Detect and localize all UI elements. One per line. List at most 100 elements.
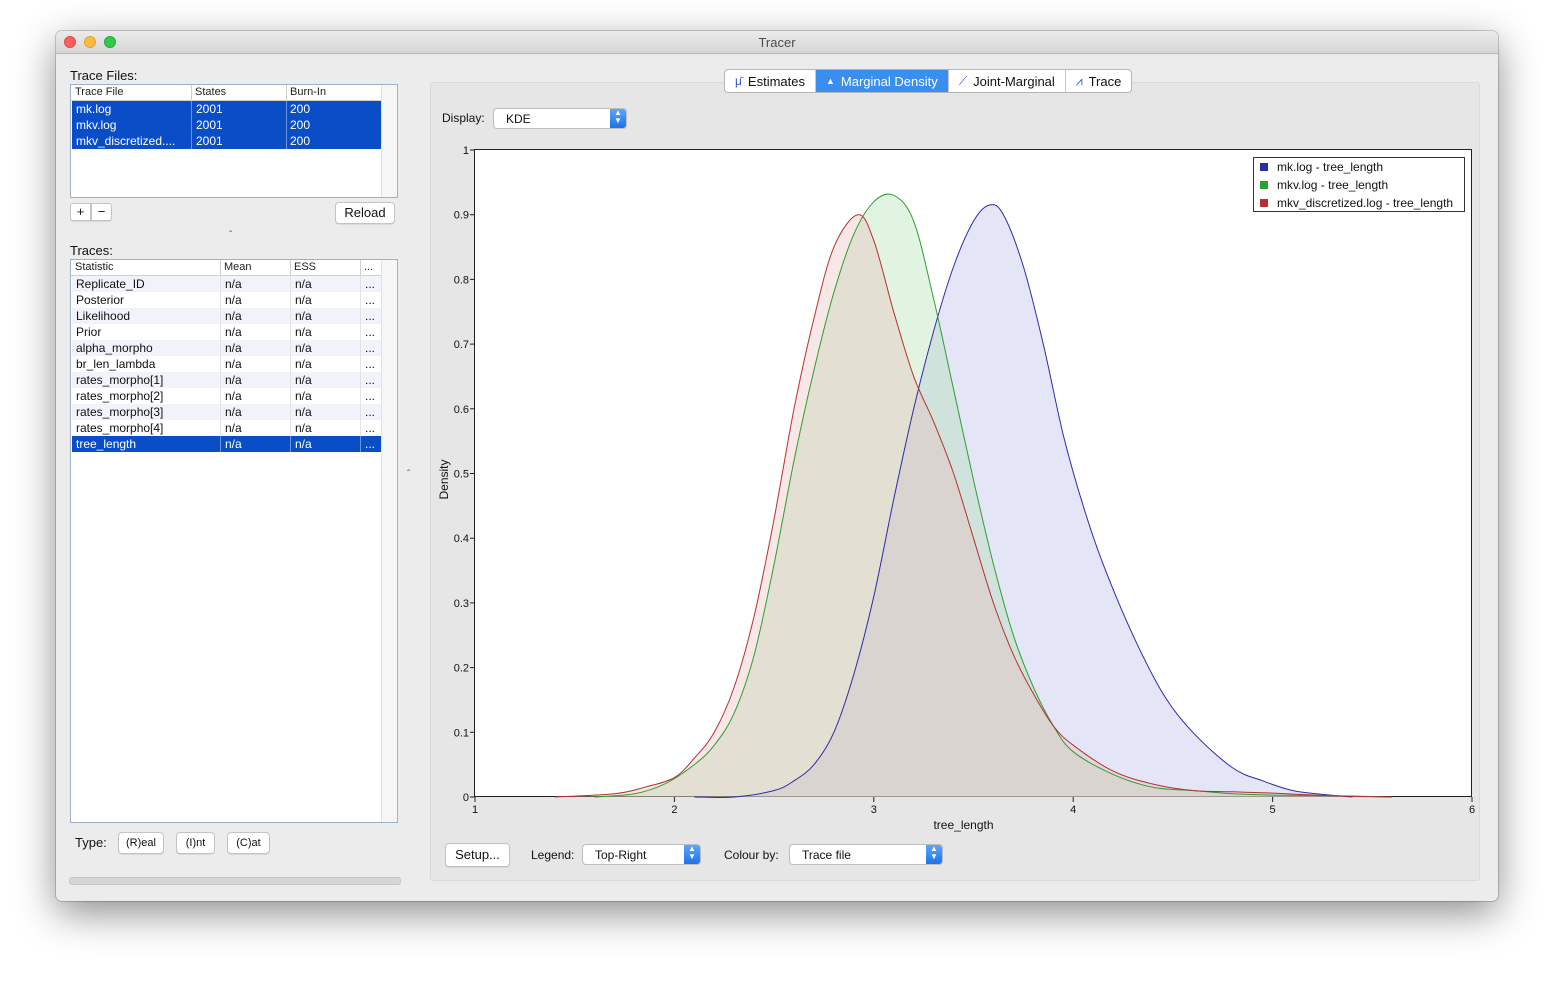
trace-file-row[interactable]: mk.log 2001 200 [72, 101, 381, 117]
trace-mean: n/a [225, 357, 242, 371]
view-tabs: μ̄ Estimates ▲ Marginal Density ⟋ Joint-… [724, 69, 1133, 93]
legend-swatch [1260, 163, 1268, 171]
trace-more: ... [365, 309, 376, 323]
type-cat-button[interactable]: (C)at [227, 832, 270, 854]
add-trace-file-button[interactable]: + [70, 203, 91, 221]
trace-row[interactable]: rates_morpho[3] n/a n/a... [72, 404, 381, 420]
display-label: Display: [442, 111, 485, 125]
setup-button[interactable]: Setup... [445, 843, 510, 867]
chevron-updown-icon: ▲ ▼ [926, 845, 942, 864]
trace-row[interactable]: rates_morpho[1] n/a n/a... [72, 372, 381, 388]
legend-select[interactable]: Top-Right ▲ ▼ [582, 844, 701, 865]
y-tick-label: 0 [463, 792, 469, 804]
col-statistic[interactable]: Statistic [75, 261, 114, 273]
trace-ess: n/a [295, 437, 312, 451]
trace-more: ... [365, 437, 376, 451]
scatter-icon: ⟋ [958, 73, 968, 88]
trace-ess: n/a [295, 421, 312, 435]
x-tick-label: 5 [1270, 804, 1276, 816]
trace-row[interactable]: Posterior n/a n/a... [72, 292, 381, 308]
y-tick-label: 0.9 [454, 210, 469, 222]
trace-file-row[interactable]: mkv.log 2001 200 [72, 117, 381, 133]
trace-row[interactable]: Prior n/a n/a... [72, 324, 381, 340]
trace-files-scrollbar[interactable] [381, 85, 397, 197]
trace-mean: n/a [225, 437, 242, 451]
splitter-handle-icon[interactable]: ˆ [229, 230, 233, 241]
trace-more: ... [365, 277, 376, 291]
remove-trace-file-button[interactable]: − [91, 203, 112, 221]
zoom-window-button[interactable] [104, 36, 116, 48]
title-bar: Tracer [56, 31, 1498, 54]
tab-marginal-density[interactable]: ▲ Marginal Density [816, 70, 949, 92]
col-ess[interactable]: ESS [294, 261, 317, 273]
trace-files-label: Trace Files: [70, 68, 138, 83]
trace-row[interactable]: rates_morpho[4] n/a n/a... [72, 420, 381, 436]
tab-joint-marginal[interactable]: ⟋ Joint-Marginal [949, 70, 1066, 92]
density-icon: ▲ [826, 76, 835, 86]
reload-button[interactable]: Reload [335, 202, 395, 224]
display-select[interactable]: KDE ▲ ▼ [493, 108, 627, 129]
trace-statistic: Likelihood [76, 309, 131, 323]
display-value: KDE [506, 112, 531, 126]
y-tick-label: 0.6 [454, 404, 469, 416]
chevron-updown-icon: ▲ ▼ [684, 845, 700, 864]
col-states[interactable]: States [195, 86, 227, 98]
trace-row[interactable]: tree_length n/a n/a... [72, 436, 381, 452]
type-real-button[interactable]: (R)eal [118, 832, 164, 854]
col-burn-in[interactable]: Burn-In [290, 86, 327, 98]
left-panel-scrollbar[interactable] [69, 877, 401, 885]
legend-entry-label: mkv_discretized.log - tree_length [1277, 196, 1454, 210]
trace-file-row[interactable]: mkv_discretized.... 2001 200 [72, 133, 381, 149]
legend-entry: mkv_discretized.log - tree_length [1260, 195, 1453, 211]
x-tick-label: 4 [1070, 804, 1076, 816]
trace-ess: n/a [295, 341, 312, 355]
tab-label: Estimates [747, 73, 805, 89]
legend-label: Legend: [531, 848, 575, 862]
trace-more: ... [365, 325, 376, 339]
trace-icon: ⩘ [1075, 73, 1083, 88]
y-tick-label: 1 [463, 145, 469, 157]
trace-ess: n/a [295, 325, 312, 339]
trace-more: ... [365, 373, 376, 387]
col-more[interactable]: ... [364, 261, 374, 273]
traces-scrollbar[interactable] [381, 260, 397, 822]
colour-by-select[interactable]: Trace file ▲ ▼ [789, 844, 943, 865]
trace-file-name: mkv.log [76, 118, 117, 132]
legend-entry-label: mk.log - tree_length [1277, 160, 1384, 174]
close-window-button[interactable] [64, 36, 76, 48]
splitter-collapse-icon[interactable]: ˆ [407, 469, 411, 480]
trace-row[interactable]: rates_morpho[2] n/a n/a... [72, 388, 381, 404]
trace-row[interactable]: Replicate_ID n/a n/a... [72, 276, 381, 292]
series-line-1 [594, 193, 1393, 798]
trace-row[interactable]: br_len_lambda n/a n/a... [72, 356, 381, 372]
tab-trace[interactable]: ⩘ Trace [1066, 70, 1132, 92]
type-int-button[interactable]: (I)nt [176, 832, 215, 854]
col-mean[interactable]: Mean [224, 261, 252, 273]
trace-file-burnin[interactable]: 200 [290, 102, 311, 116]
trace-ess: n/a [295, 309, 312, 323]
trace-mean: n/a [225, 325, 242, 339]
series-line-2 [554, 214, 1393, 798]
trace-files-table[interactable]: Trace File States Burn-In mk.log 2001 20… [70, 84, 398, 198]
series-area-2 [554, 214, 1393, 798]
type-label: Type: [75, 835, 107, 850]
series-area-1 [594, 194, 1393, 798]
trace-ess: n/a [295, 389, 312, 403]
trace-file-burnin[interactable]: 200 [290, 134, 311, 148]
trace-more: ... [365, 405, 376, 419]
minimize-window-button[interactable] [84, 36, 96, 48]
legend-entry-label: mkv.log - tree_length [1277, 178, 1389, 192]
col-trace-file[interactable]: Trace File [75, 86, 124, 98]
trace-row[interactable]: alpha_morpho n/a n/a... [72, 340, 381, 356]
y-tick-label: 0.5 [454, 469, 469, 481]
trace-row[interactable]: Likelihood n/a n/a... [72, 308, 381, 324]
density-plot-area[interactable] [474, 149, 1472, 797]
x-tick-label: 6 [1469, 804, 1475, 816]
trace-statistic: Prior [76, 325, 102, 339]
tab-estimates[interactable]: μ̄ Estimates [725, 70, 816, 92]
legend-entry: mkv.log - tree_length [1260, 177, 1388, 193]
trace-file-burnin[interactable]: 200 [290, 118, 311, 132]
series-line-0 [694, 204, 1353, 798]
trace-statistic: alpha_morpho [76, 341, 153, 355]
traces-table[interactable]: Statistic Mean ESS ... Replicate_ID n/a n/… [70, 259, 398, 823]
